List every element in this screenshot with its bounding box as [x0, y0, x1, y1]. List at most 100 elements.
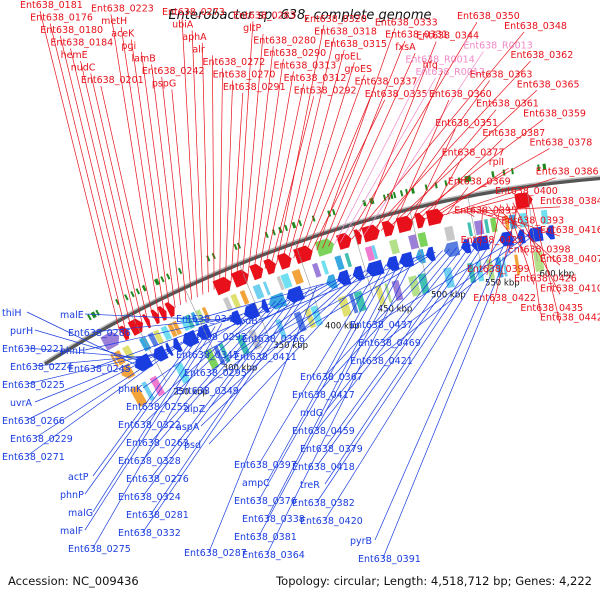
forward-gene-label-39: Ent638_R0012 [415, 67, 484, 78]
tick-line-1 [184, 287, 217, 357]
forward-gene-label-12: Ent638_0242 [142, 66, 205, 77]
cog-band-block-30 [417, 232, 429, 248]
forward-gene-arrow-18 [395, 215, 414, 234]
forward-leader-6 [100, 85, 154, 319]
reverse-gene-label-20: Ent638_0322 [118, 420, 181, 431]
forward-gene-arrow-9 [249, 263, 264, 281]
reverse-leader-53 [324, 238, 501, 521]
forward-leader-35 [316, 28, 396, 251]
cog-band-block-20 [280, 273, 293, 289]
forward-gene-label-42: Ent638_0344 [416, 31, 479, 42]
forward-gene-label-48: Ent638_0360 [429, 89, 492, 100]
reverse-leader-46 [316, 248, 450, 395]
gc-tick-40 [327, 210, 332, 217]
forward-gene-arrow-8 [230, 269, 249, 288]
forward-gene-label-45: hfq [423, 60, 438, 71]
forward-leader-63 [480, 207, 483, 246]
cog-band-block-32 [467, 222, 473, 237]
gc-tick-3 [90, 312, 96, 319]
gc-tick-31 [166, 273, 171, 280]
gc-tick-37 [298, 219, 303, 227]
forward-leader-13 [171, 89, 193, 300]
forward-leader-5 [90, 73, 149, 322]
forward-leader-42 [357, 41, 437, 238]
gc-tick-25 [537, 164, 540, 171]
forward-leader-49 [398, 109, 497, 227]
reverse-leader-3 [34, 354, 157, 367]
forward-leader-21 [236, 21, 254, 281]
forward-leader-25 [258, 71, 294, 272]
reverse-gene-label-11: malG [68, 508, 93, 519]
cog-band-block-21 [291, 268, 304, 285]
reverse-gene-label-49: Ent638_0379 [300, 444, 363, 455]
reverse-leader-25 [150, 290, 304, 515]
inner-band-block-11 [304, 307, 317, 329]
reverse-gene-label-42: cpdB [234, 316, 258, 327]
reverse-leader-11 [92, 329, 209, 513]
reverse-gene-arrow-12 [326, 274, 339, 290]
forward-leader-44 [369, 60, 531, 235]
cog-band-block-33 [473, 220, 485, 236]
reverse-gene-label-56: Ent638_0437 [350, 320, 413, 331]
forward-gene-label-47: Ent638_0365 [517, 79, 580, 90]
forward-leader-71 [530, 199, 561, 324]
forward-gene-label-17: alr [192, 44, 204, 55]
map-title: Enterobacter sp. 638, complete genome [168, 8, 432, 23]
cog-band-block-17 [252, 283, 265, 300]
forward-gene-label-10: pgi [121, 41, 136, 52]
reverse-leader-48 [316, 245, 465, 431]
reverse-gene-label-25: Ent638_0281 [126, 510, 189, 521]
tick-label-2: 350 kbp [273, 341, 308, 351]
forward-leader-18 [219, 67, 223, 288]
forward-gene-label-25: Ent638_0313 [274, 60, 337, 71]
gc-tick-46 [278, 226, 283, 234]
reverse-gene-label-12: malF [60, 526, 83, 537]
forward-gene-label-29: Ent638_0318 [314, 26, 377, 37]
forward-leader-26 [264, 83, 305, 269]
backbone-highlight [43, 175, 600, 363]
gc-tick-1 [405, 188, 409, 196]
reverse-leader-17 [92, 311, 249, 369]
forward-gene-label-15: ubiA [172, 19, 194, 30]
forward-leader-61 [470, 209, 522, 227]
inner-band-block-9 [275, 318, 288, 340]
reverse-leader-50 [316, 242, 479, 467]
reverse-leader-4 [26, 351, 163, 385]
reverse-gene-label-28: Ent638_0342 [176, 314, 239, 325]
reverse-gene-arrow-15 [366, 259, 385, 277]
inner-band-block-5 [213, 345, 226, 366]
forward-leader-20 [230, 92, 244, 283]
forward-leader-30 [287, 49, 345, 261]
cog-band-block-29 [408, 234, 419, 250]
tick-label-7: 600 kbp [539, 269, 574, 279]
gc-tick-29 [130, 290, 135, 298]
forward-gene-label-2: Ent638_0180 [40, 25, 103, 36]
forward-leader-38 [333, 65, 426, 245]
forward-leader-36 [322, 40, 406, 249]
reverse-gene-label-26: Ent638_0332 [118, 528, 181, 539]
gc-tick-48 [464, 176, 468, 183]
reverse-leader-29 [208, 281, 331, 337]
forward-leader-9 [130, 39, 170, 311]
reverse-gene-arrow-14 [352, 265, 365, 281]
reverse-gene-label-47: nrdG [300, 408, 323, 419]
forward-gene-label-52: Ent638_0387 [482, 128, 545, 139]
reverse-leader-54 [374, 237, 508, 541]
gc-tick-55 [468, 175, 472, 182]
forward-leader-29 [281, 37, 335, 263]
reverse-gene-label-43: Ent638_0366 [242, 334, 305, 345]
reverse-leader-18 [142, 308, 256, 389]
inner-band-block-26 [501, 256, 508, 277]
forward-gene-label-16: aphA [182, 32, 207, 43]
forward-leader-55 [434, 167, 509, 218]
gc-tick-38 [311, 215, 316, 222]
forward-gene-label-13: pspG [152, 78, 176, 89]
forward-gene-label-66: Ent638_0399 [467, 264, 530, 275]
reverse-gene-label-29: Ent638_0293 [184, 332, 247, 343]
forward-gene-label-46: Ent638_0363 [470, 70, 533, 81]
tick-label-6: 550 kbp [485, 279, 520, 289]
reverse-leader-35 [208, 268, 373, 445]
reverse-leader-23 [150, 295, 290, 479]
forward-leader-1 [49, 23, 127, 333]
